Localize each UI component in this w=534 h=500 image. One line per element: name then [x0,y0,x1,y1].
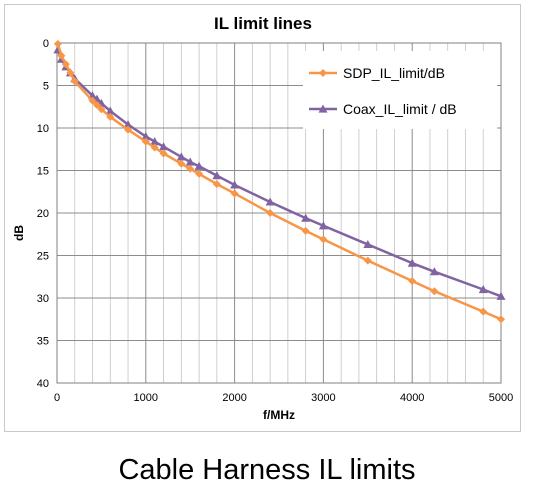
data-point-coax [105,106,115,115]
data-point-sdp [319,235,328,244]
data-point-coax [141,132,151,141]
y-tick-label: 0 [43,38,49,50]
data-point-sdp [177,159,186,168]
data-point-coax [123,120,133,129]
data-point-sdp [106,112,115,121]
data-point-coax [150,137,160,146]
data-point-sdp [88,96,97,105]
data-point-coax [318,221,328,230]
data-point-sdp [92,101,101,110]
data-point-sdp [159,149,168,158]
data-point-coax [265,197,275,206]
data-point-coax [496,291,506,300]
y-tick-label: 20 [37,208,49,220]
chart-svg: IL limit lines 0 1000 2000 3000 4000 5000 0 5 10… [12,14,513,422]
legend: SDP_IL_limit/dB Coax_IL_limit / dB [303,51,497,129]
y-axis-label: dB [12,225,26,241]
data-point-sdp [141,137,150,146]
x-tick-label: 3000 [311,392,335,404]
legend-label-coax: Coax_IL_limit / dB [343,101,457,117]
data-point-sdp [408,277,417,285]
data-point-coax [185,157,195,166]
data-point-sdp [430,287,439,296]
y-tick-label: 5 [43,81,49,93]
data-point-coax [363,239,373,249]
data-point-coax [407,258,417,267]
legend-box [303,51,497,129]
x-tick-label: 2000 [222,392,246,404]
axis-layer: 0 1000 2000 3000 4000 5000 0 5 10 15 20 25 30 35 40 [37,38,513,404]
data-point-sdp [70,77,79,86]
y-tick-label: 15 [37,166,49,178]
data-point-sdp [212,180,221,189]
x-tick-label: 1000 [134,392,158,404]
y-tick-label: 25 [37,251,49,263]
plot-area-border [56,42,502,384]
legend-marker-sdp [319,69,327,77]
data-point-sdp [66,68,75,77]
data-point-coax [159,142,169,151]
data-point-sdp [195,169,204,178]
series-layer [53,39,506,324]
data-point-sdp [53,39,62,48]
data-point-coax [176,152,186,161]
x-tick-label: 4000 [400,392,424,404]
data-point-sdp [150,143,159,152]
data-point-sdp [124,125,133,134]
y-tick-label: 35 [37,336,49,348]
chart-title: IL limit lines [214,14,312,33]
data-point-coax [478,285,488,294]
y-tick-label: 30 [37,293,49,305]
data-point-sdp [497,315,505,324]
y-tick-label: 10 [37,123,49,135]
x-tick-label: 0 [54,392,60,404]
legend-marker-coax [318,104,328,113]
chart-caption: Cable Harness IL limits [118,454,416,486]
x-tick-label: 5000 [489,392,513,404]
data-point-sdp [61,60,70,69]
legend-label-sdp: SDP_IL_limit/dB [343,65,445,81]
data-point-sdp [97,105,106,114]
data-point-sdp [301,226,310,235]
data-point-coax [429,267,439,276]
chart-frame: IL limit lines 0 1000 2000 3000 4000 5000 0 5 10… [4,4,521,432]
data-point-sdp [186,164,195,173]
data-point-sdp [57,51,66,60]
data-point-sdp [230,189,239,198]
series-line-sdp [56,43,502,321]
data-point-coax [301,213,311,222]
x-axis-label: f/MHz [263,408,295,422]
data-point-sdp [363,256,372,265]
y-tick-label: 40 [37,378,49,390]
data-point-sdp [479,307,488,316]
data-point-sdp [266,209,275,217]
data-point-coax [230,180,240,189]
data-point-coax [212,171,222,180]
data-point-coax [194,161,204,170]
